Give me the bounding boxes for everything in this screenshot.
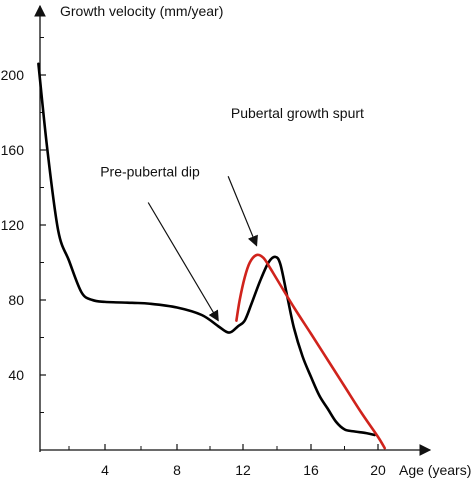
annotation-arrow xyxy=(147,202,219,322)
y-tick-label: 160 xyxy=(1,142,25,158)
annotation-pubertal-growth-spurt: Pubertal growth spurt xyxy=(231,105,364,121)
annotation-pre-pubertal-dip: Pre-pubertal dip xyxy=(100,163,200,179)
y-axis-title: Growth velocity (mm/year) xyxy=(60,3,223,19)
x-tick-label: 16 xyxy=(303,462,319,478)
series-lines xyxy=(37,62,386,450)
annotations: Pubertal growth spurt Pre-pubertal dip xyxy=(100,105,364,322)
y-tick-label: 80 xyxy=(8,292,24,308)
x-tick-label: 4 xyxy=(101,462,109,478)
y-tick-label: 120 xyxy=(1,217,25,233)
y-axis-ticks: 40 80 120 160 200 xyxy=(1,37,46,413)
growth-velocity-line-red xyxy=(235,253,386,450)
growth-velocity-line-black xyxy=(37,62,376,437)
x-tick-label: 20 xyxy=(370,462,386,478)
y-tick-label: 40 xyxy=(8,367,24,383)
x-tick-label: 8 xyxy=(173,462,181,478)
y-tick-label: 200 xyxy=(1,67,25,83)
x-axis-ticks: 4 8 12 16 20 xyxy=(68,444,386,478)
x-tick-label: 12 xyxy=(235,462,251,478)
annotation-arrow xyxy=(227,176,258,247)
x-axis-title: Age (years) xyxy=(399,462,471,478)
